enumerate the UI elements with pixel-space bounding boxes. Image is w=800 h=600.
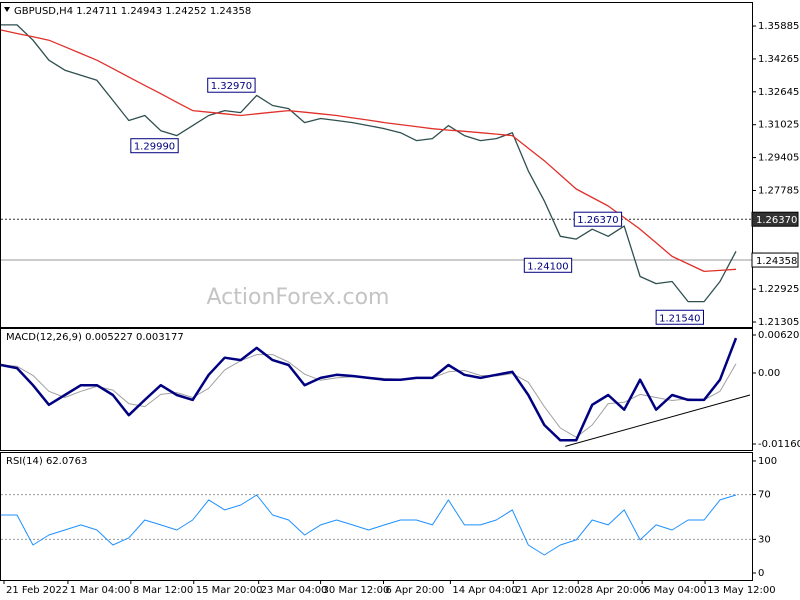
panel-title: RSI(14) 62.0763 xyxy=(6,456,87,467)
price-panel xyxy=(0,2,753,328)
x-tick-label: 8 Mar 12:00 xyxy=(133,585,193,596)
annotation-box xyxy=(655,309,704,325)
annotation-label: 1.26370 xyxy=(577,215,618,226)
y-tick-label: 1.27785 xyxy=(758,185,799,196)
rsi-panel xyxy=(0,452,753,581)
series-line xyxy=(0,337,738,442)
x-tick-label: 23 Mar 04:00 xyxy=(261,585,328,596)
annotation-box xyxy=(573,211,623,227)
price-label: 1.24358 xyxy=(756,256,797,267)
x-tick-label: 21 Apr 12:00 xyxy=(515,585,580,596)
series-line xyxy=(0,29,737,273)
y-tick-label: 1.31025 xyxy=(758,120,799,131)
x-tick-label: 15 Mar 20:00 xyxy=(196,585,263,596)
y-tick-label: 1.34265 xyxy=(758,54,799,65)
y-tick-label: 30 xyxy=(758,534,771,545)
y-tick-label: 1.22925 xyxy=(758,284,799,295)
panel-title: MACD(12,26,9) 0.005227 0.003177 xyxy=(6,332,184,343)
trendline xyxy=(565,394,751,447)
y-tick-label: -0.011607 xyxy=(758,439,800,450)
annotation-box xyxy=(523,257,573,273)
y-tick-label: 0.006208 xyxy=(758,330,800,341)
watermark: ActionForex.com xyxy=(207,285,390,310)
annotation-label: 1.32970 xyxy=(211,81,252,92)
y-tick-label: 0 xyxy=(758,568,764,579)
series-line xyxy=(1,494,737,556)
macd-panel xyxy=(0,328,753,451)
y-tick-label: 70 xyxy=(758,490,771,501)
x-tick-label: 13 May 12:00 xyxy=(707,585,776,596)
panel-title: GBPUSD,H4 1.24711 1.24943 1.24252 1.2435… xyxy=(14,6,251,17)
y-tick-label: 1.21305 xyxy=(758,317,799,328)
x-tick-label: 6 Apr 20:00 xyxy=(385,585,444,596)
annotation-label: 1.29990 xyxy=(134,142,175,153)
x-tick-label: 1 Mar 04:00 xyxy=(70,585,130,596)
menu-arrow xyxy=(4,7,10,12)
annotation-box xyxy=(207,77,256,93)
annotation-label: 1.21540 xyxy=(659,313,700,324)
x-tick-label: 28 Apr 20:00 xyxy=(580,585,645,596)
price-label: 1.26370 xyxy=(756,215,797,226)
annotation-box xyxy=(130,138,179,154)
x-tick-label: 6 May 04:00 xyxy=(644,585,706,596)
series-line xyxy=(1,24,737,303)
y-tick-label: 1.29405 xyxy=(758,153,799,164)
price-label-box xyxy=(751,211,799,227)
annotation-label: 1.24100 xyxy=(527,261,568,272)
y-tick-label: 1.32645 xyxy=(758,87,799,98)
y-tick-label: 1.35885 xyxy=(758,21,799,32)
y-tick-label: 0.00 xyxy=(758,368,780,379)
x-tick-label: 30 Mar 12:00 xyxy=(323,585,390,596)
x-tick-label: 21 Feb 2022 xyxy=(6,585,68,596)
x-tick-label: 14 Apr 04:00 xyxy=(452,585,517,596)
price-label-box xyxy=(751,252,799,268)
y-tick-label: 100 xyxy=(758,456,777,467)
